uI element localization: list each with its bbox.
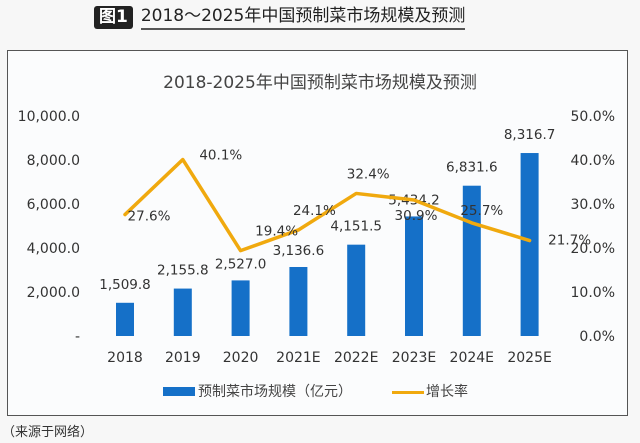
line-data-label: 32.4%: [347, 166, 390, 182]
right-tick-label: 30.0%: [571, 197, 615, 213]
figure-title-text: 2018～2025年中国预制菜市场规模及预测: [140, 5, 466, 30]
line-data-label: 27.6%: [128, 209, 171, 225]
bar: [405, 216, 423, 336]
right-tick-label: 50.0%: [571, 109, 615, 125]
x-tick-label: 2020: [223, 350, 259, 366]
bar: [289, 266, 308, 336]
right-tick-label: 40.0%: [571, 153, 615, 169]
bar-data-label: 2,155.8: [157, 263, 209, 279]
chart-title: 2018-2025年中国预制菜市场规模及预测: [163, 73, 477, 93]
line-data-label: 21.7%: [548, 233, 591, 249]
right-tick-label: 20.0%: [571, 241, 615, 257]
bar-series: [116, 153, 539, 336]
bar-data-label: 6,831.6: [446, 160, 498, 176]
right-axis: 0.0% 10.0% 20.0% 30.0% 40.0% 50.0%: [571, 109, 615, 345]
left-tick-label: 6,000.0: [27, 197, 80, 213]
line-data-label: 25.7%: [460, 203, 503, 219]
x-tick-label: 2018: [107, 350, 143, 366]
left-tick-label: 4,000.0: [27, 241, 80, 257]
right-tick-label: 0.0%: [579, 329, 615, 345]
line-data-label: 40.1%: [199, 148, 242, 164]
bar: [231, 280, 250, 336]
x-tick-label: 2023E: [392, 350, 436, 366]
left-tick-label: -: [75, 329, 80, 345]
line-data-label: 24.1%: [293, 203, 336, 219]
left-tick-label: 10,000.0: [18, 109, 80, 125]
legend-label-line: 增长率: [426, 383, 468, 400]
line-data-label: 19.4%: [255, 224, 298, 240]
right-tick-label: 10.0%: [571, 285, 615, 301]
legend-swatch-bar: [163, 387, 195, 396]
bar-data-label: 2,527.0: [215, 256, 267, 272]
x-axis: 2018 2019 2020 2021E 2022E 2023E 2024E 2025E: [107, 350, 552, 366]
x-tick-label: 2025E: [507, 350, 551, 366]
x-tick-label: 2021E: [276, 350, 320, 366]
left-tick-label: 2,000.0: [27, 285, 80, 301]
legend-label-bar: 预制菜市场规模（亿元）: [198, 383, 352, 400]
left-axis: - 2,000.0 4,000.0 6,000.0 8,000.0 10,000.0: [18, 109, 80, 345]
legend: 预制菜市场规模（亿元） 增长率: [163, 383, 468, 400]
bar-data-label: 3,136.6: [273, 243, 325, 259]
line-labels: 27.6% 40.1% 19.4% 24.1% 32.4% 30.9% 25.7% 21.7%: [128, 148, 592, 249]
left-tick-label: 8,000.0: [27, 153, 80, 169]
bar: [347, 244, 366, 336]
bar-data-label: 1,509.8: [99, 277, 151, 293]
bar: [116, 302, 134, 336]
bar-data-label: 4,151.5: [330, 219, 382, 235]
x-tick-label: 2019: [165, 350, 201, 366]
legend-swatch-line: [392, 391, 424, 394]
line-data-label: 30.9%: [395, 208, 438, 224]
bar: [520, 153, 539, 336]
figure-badge: 图1: [94, 6, 133, 29]
source-note: （来源于网络）: [2, 425, 94, 440]
x-tick-label: 2022E: [334, 350, 378, 366]
line-series: [123, 157, 532, 253]
x-tick-label: 2024E: [450, 350, 494, 366]
bar-data-label: 8,316.7: [504, 127, 556, 143]
growth-line: [123, 157, 532, 253]
bar: [173, 288, 192, 336]
figure-title: 图1 2018～2025年中国预制菜市场规模及预测: [94, 5, 466, 30]
